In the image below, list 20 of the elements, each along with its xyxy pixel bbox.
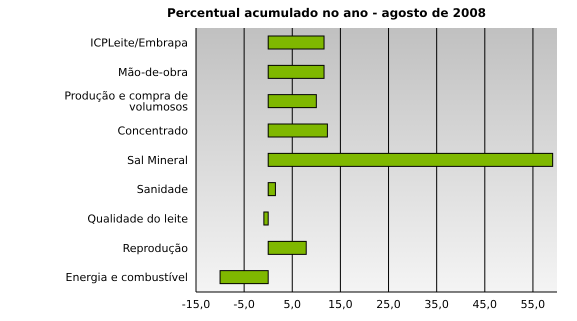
y-tick-label: Sanidade [136, 183, 188, 196]
bar [263, 212, 269, 226]
y-tick-label: Concentrado [118, 124, 188, 138]
x-tick-label: 55,0 [520, 298, 546, 311]
x-tick-label: 45,0 [472, 298, 498, 311]
y-tick-label: Energia e combustível [66, 271, 188, 284]
x-tick-label: -15,0 [182, 298, 210, 311]
y-tick-label: Qualidade do leite [87, 212, 188, 226]
x-tick-label: 5,0 [284, 298, 302, 311]
x-tick-label: 35,0 [424, 298, 449, 311]
y-tick-label: Mão-de-obra [118, 66, 188, 79]
y-tick-label: Sal Mineral [127, 154, 188, 167]
chart-title: Percentual acumulado no ano - agosto de 2008 [166, 6, 488, 22]
y-tick-label: ICPLeite/Embrapa [90, 36, 188, 50]
bar [268, 182, 276, 196]
x-tick-label: -5,0 [233, 298, 255, 311]
x-tick-label: 25,0 [376, 298, 401, 311]
x-tick-label: 15,0 [328, 298, 353, 311]
y-tick-label: Reprodução [122, 242, 188, 255]
y-tick-label: Produção e compra de volumosos [64, 90, 188, 114]
